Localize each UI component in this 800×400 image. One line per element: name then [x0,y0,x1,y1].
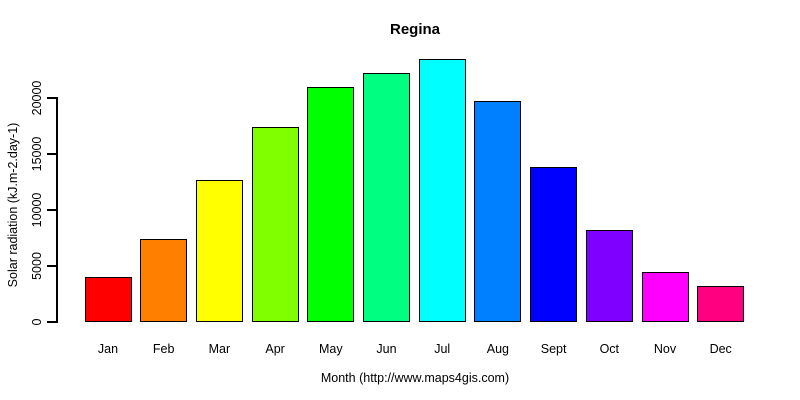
y-tick-mark [47,97,57,99]
bar-aug [474,101,522,322]
y-axis-title: Solar radiation (kJ.m-2.day-1) [6,122,20,288]
x-tick-label-oct: Oct [599,342,620,356]
x-axis-title: Month (http://www.maps4gis.com) [320,371,510,385]
x-tick-label-may: May [318,342,343,356]
x-tick-label-apr: Apr [265,342,285,356]
y-tick-mark [47,209,57,211]
x-tick-label-jan: Jan [97,342,119,356]
x-tick-label-feb: Feb [152,342,175,356]
bar-feb [140,239,188,322]
y-tick-label: 5000 [30,252,44,280]
x-tick-label-dec: Dec [709,342,732,356]
x-tick-label-jul: Jul [434,342,451,356]
y-tick-mark [47,153,57,155]
x-tick-label-jun: Jun [376,342,397,356]
chart-title: Regina [389,21,440,38]
bar-apr [251,127,299,322]
bar-jun [363,73,410,322]
bar-oct [585,230,633,322]
bar-mar [195,180,243,322]
x-tick-label-aug: Aug [486,342,510,356]
x-tick-label-mar: Mar [208,342,231,356]
x-tick-label-nov: Nov [653,342,677,356]
bar-dec [697,286,745,322]
bar-sept [530,167,578,322]
y-tick-mark [47,321,57,323]
y-tick-label: 20000 [30,80,44,116]
y-tick-label: 10000 [30,192,44,228]
y-tick-mark [47,265,57,267]
bar-jan [84,277,132,322]
bar-jul [418,59,466,322]
x-tick-label-sept: Sept [540,342,567,356]
bar-nov [641,272,689,322]
bar-may [307,87,355,322]
y-tick-label: 15000 [30,136,44,172]
y-tick-label: 0 [30,318,44,326]
